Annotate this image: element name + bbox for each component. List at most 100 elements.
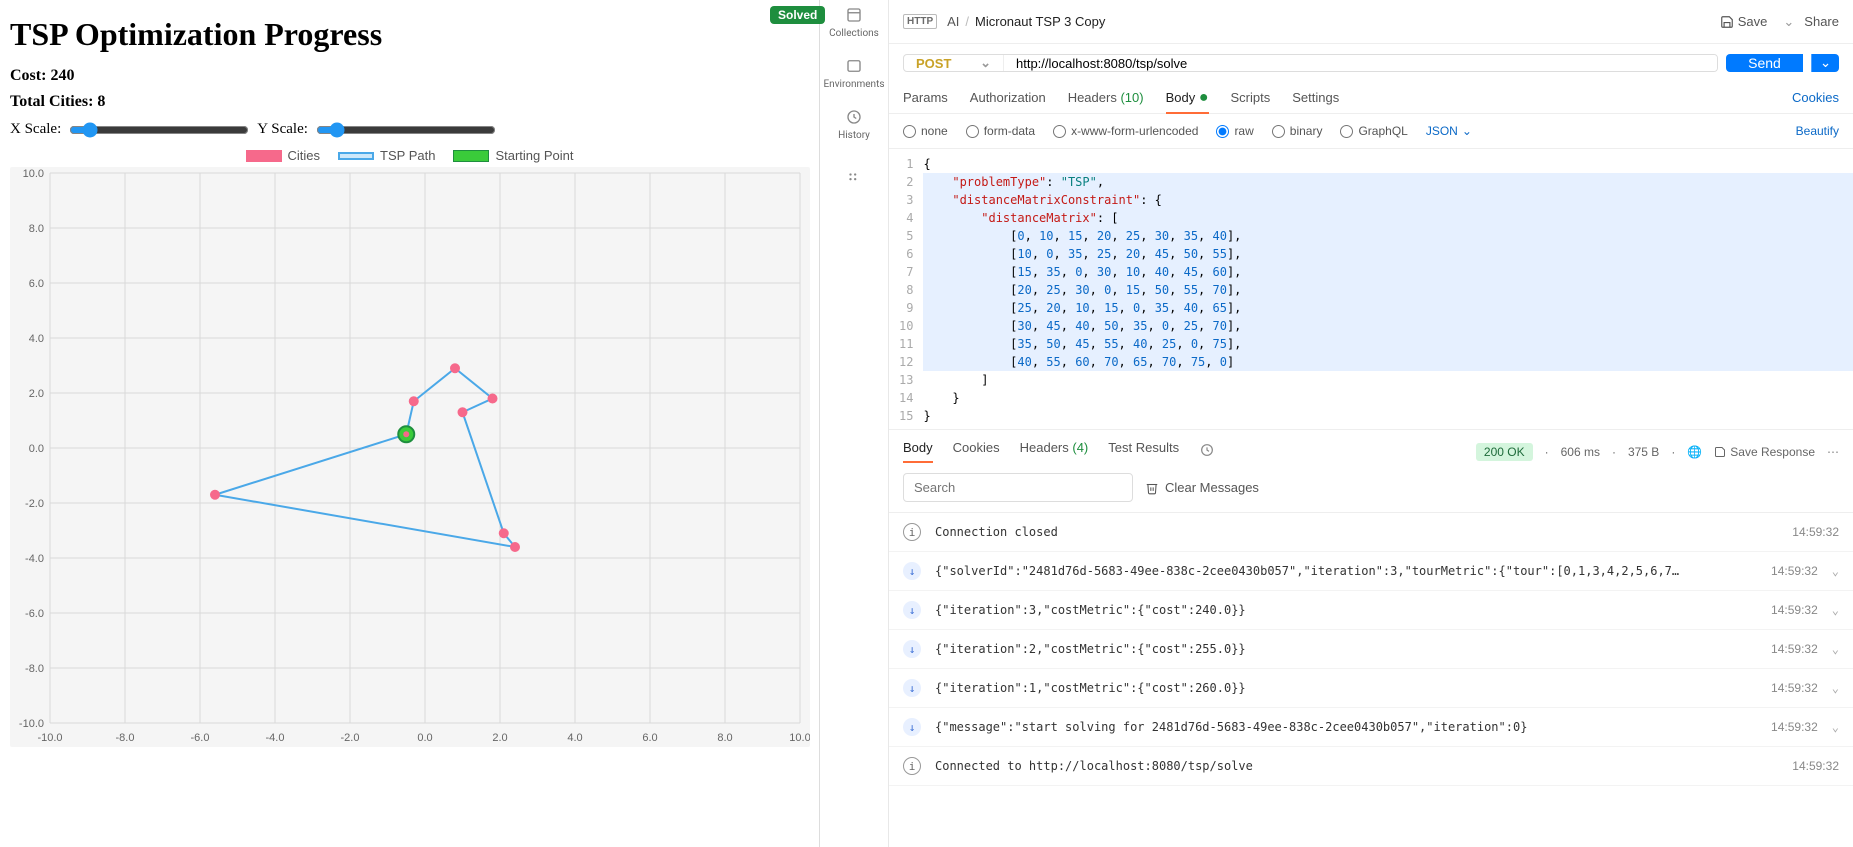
grid-icon: [845, 169, 863, 187]
search-input[interactable]: [903, 473, 1133, 502]
chevron-down-icon[interactable]: ⌄: [1832, 720, 1839, 734]
save-button[interactable]: Save: [1714, 10, 1774, 33]
tab-scripts[interactable]: Scripts: [1231, 82, 1271, 113]
svg-text:-10.0: -10.0: [37, 732, 62, 744]
yscale-label: Y Scale:: [257, 121, 308, 138]
radio-none[interactable]: none: [903, 124, 948, 138]
message-text: {"solverId":"2481d76d-5683-49ee-838c-2ce…: [935, 564, 1757, 578]
message-text: {"iteration":1,"costMetric":{"cost":260.…: [935, 681, 1757, 695]
svg-text:2.0: 2.0: [29, 388, 44, 400]
tab-headers-label: Headers: [1068, 90, 1117, 105]
sidebar-item-history[interactable]: History: [838, 108, 870, 141]
svg-text:-2.0: -2.0: [341, 732, 360, 744]
arrow-down-icon: ↓: [903, 640, 921, 658]
radio-graphql[interactable]: GraphQL: [1340, 124, 1407, 138]
message-time: 14:59:32: [1792, 525, 1839, 539]
clear-label: Clear Messages: [1165, 480, 1259, 495]
tab-params[interactable]: Params: [903, 82, 948, 113]
message-row[interactable]: ↓ {"solverId":"2481d76d-5683-49ee-838c-2c…: [889, 552, 1853, 591]
message-row[interactable]: ↓{"iteration":3,"costMetric":{"cost":240…: [889, 591, 1853, 630]
save-chevron[interactable]: ⌄: [1783, 14, 1794, 30]
clear-messages-button[interactable]: Clear Messages: [1145, 480, 1259, 495]
cities-label: Total Cities: 8: [10, 93, 809, 111]
svg-text:-4.0: -4.0: [25, 553, 44, 565]
resp-headers-count: (4): [1072, 440, 1088, 455]
chevron-down-icon[interactable]: ⌄: [1832, 681, 1839, 695]
method-select[interactable]: POST ⌄: [904, 55, 1004, 71]
message-time: 14:59:32: [1792, 759, 1839, 773]
chevron-down-icon: ⌄: [1462, 124, 1472, 138]
svg-text:-8.0: -8.0: [116, 732, 135, 744]
yscale-slider[interactable]: [316, 122, 496, 138]
tab-auth[interactable]: Authorization: [970, 82, 1046, 113]
chevron-down-icon[interactable]: ⌄: [1832, 642, 1839, 656]
code-editor[interactable]: 123456789101112131415 { "problemType": "…: [889, 149, 1853, 429]
message-row[interactable]: ↓{"message":"start solving for 2481d76d-…: [889, 708, 1853, 747]
tab-body[interactable]: Body ●: [1166, 82, 1209, 113]
message-text: {"message":"start solving for 2481d76d-5…: [935, 720, 1757, 734]
info-icon: i: [903, 757, 921, 775]
body-dot-icon: ●: [1199, 89, 1209, 106]
solved-badge: Solved: [770, 6, 819, 24]
radio-form-label: form-data: [984, 124, 1035, 138]
message-text: Connected to http://localhost:8080/tsp/s…: [935, 759, 1778, 773]
svg-text:0.0: 0.0: [417, 732, 432, 744]
resp-tab-results[interactable]: Test Results: [1108, 440, 1179, 463]
url-input[interactable]: [1004, 55, 1717, 71]
svg-text:4.0: 4.0: [567, 732, 582, 744]
save-icon: [1720, 15, 1734, 29]
history-icon[interactable]: [1199, 442, 1215, 461]
save-response-button[interactable]: Save Response: [1714, 445, 1815, 459]
method-label: POST: [916, 56, 951, 71]
breadcrumb-request[interactable]: Micronaut TSP 3 Copy: [975, 14, 1105, 29]
message-time: 14:59:32: [1771, 720, 1818, 734]
message-row[interactable]: ↓ {"iteration":1,"costMetric":{"cost":260…: [889, 669, 1853, 708]
message-row: i Connected to http://localhost:8080/tsp/…: [889, 747, 1853, 786]
resp-tab-headers[interactable]: Headers (4): [1020, 440, 1089, 463]
sidebar-item-collections[interactable]: Collections: [829, 6, 879, 39]
json-label: JSON: [1426, 124, 1458, 138]
json-select[interactable]: JSON ⌄: [1426, 124, 1472, 138]
legend-cities: Cities: [288, 148, 321, 163]
radio-url[interactable]: x-www-form-urlencoded: [1053, 124, 1198, 138]
page-title: TSP Optimization Progress: [10, 16, 809, 53]
breadcrumb-workspace[interactable]: AI: [947, 14, 959, 29]
resp-tab-cookies[interactable]: Cookies: [953, 440, 1000, 463]
svg-text:6.0: 6.0: [642, 732, 657, 744]
more-icon[interactable]: ⋯: [1827, 445, 1839, 459]
svg-text:-2.0: -2.0: [25, 498, 44, 510]
sidebar-item-more[interactable]: [845, 169, 863, 187]
radio-url-label: x-www-form-urlencoded: [1071, 124, 1198, 138]
arrow-down-icon: ↓: [903, 562, 921, 580]
message-row[interactable]: ↓{"iteration":2,"costMetric":{"cost":255…: [889, 630, 1853, 669]
share-button[interactable]: Share: [1804, 14, 1839, 29]
tab-headers[interactable]: Headers (10): [1068, 82, 1144, 113]
radio-raw[interactable]: raw: [1216, 124, 1253, 138]
chevron-down-icon[interactable]: ⌄: [1832, 603, 1839, 617]
resp-tab-body[interactable]: Body: [903, 440, 933, 463]
arrow-down-icon: ↓: [903, 601, 921, 619]
arrow-down-icon: ↓: [903, 679, 921, 697]
radio-binary[interactable]: binary: [1272, 124, 1323, 138]
send-button[interactable]: Send: [1726, 54, 1803, 72]
svg-text:10.0: 10.0: [789, 732, 810, 744]
save-label: Save: [1738, 14, 1768, 29]
message-time: 14:59:32: [1771, 642, 1818, 656]
cookies-link[interactable]: Cookies: [1792, 90, 1839, 105]
radio-graphql-label: GraphQL: [1358, 124, 1407, 138]
message-time: 14:59:32: [1771, 681, 1818, 695]
radio-form[interactable]: form-data: [966, 124, 1035, 138]
svg-text:10.0: 10.0: [23, 168, 44, 180]
chevron-down-icon: ⌄: [980, 55, 991, 71]
chevron-down-icon[interactable]: ⌄: [1832, 564, 1839, 578]
http-badge: HTTP: [903, 14, 937, 29]
environments-icon: [845, 57, 863, 75]
beautify-button[interactable]: Beautify: [1796, 124, 1839, 138]
network-icon[interactable]: 🌐: [1687, 445, 1702, 459]
tab-settings[interactable]: Settings: [1292, 82, 1339, 113]
sidebar-item-environments[interactable]: Environments: [823, 57, 884, 90]
xscale-slider[interactable]: [69, 122, 249, 138]
sidebar-label: Collections: [829, 28, 879, 39]
send-chevron[interactable]: ⌄: [1811, 54, 1839, 72]
tsp-chart: -10.0-8.0-6.0-4.0-2.00.02.04.06.08.010.0…: [10, 167, 810, 747]
